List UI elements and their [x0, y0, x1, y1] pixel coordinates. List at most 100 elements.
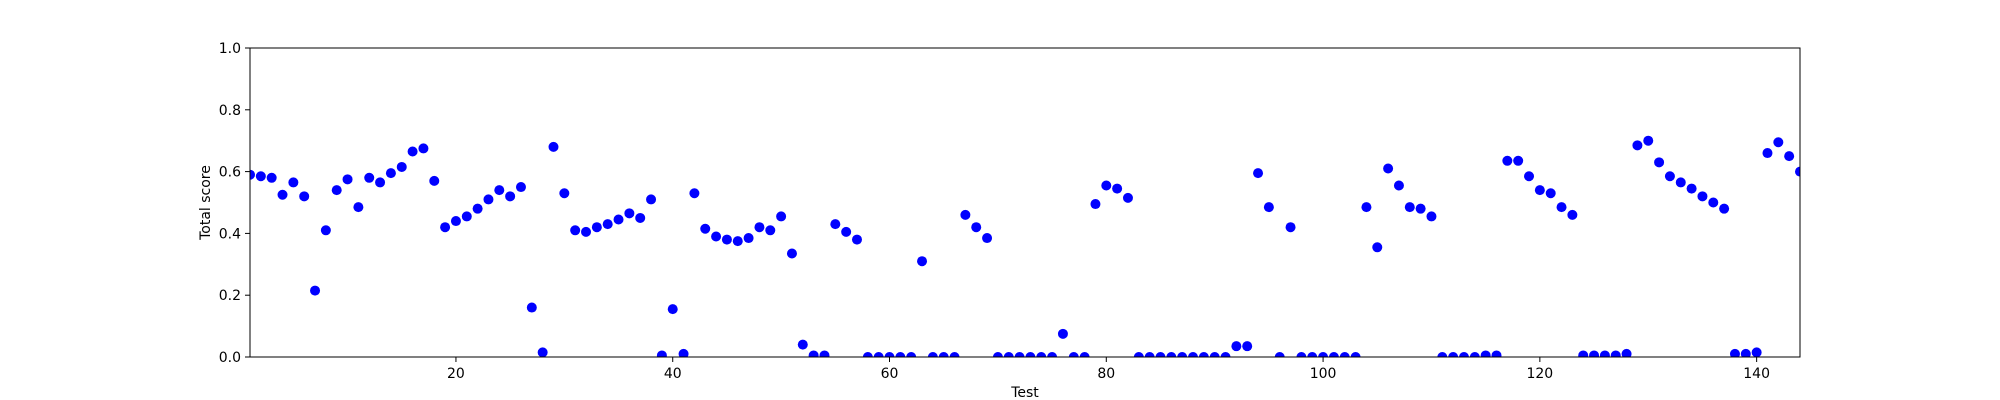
data-point	[732, 236, 743, 247]
data-point	[841, 226, 852, 237]
data-point	[1393, 180, 1404, 191]
x-tick-label: 120	[1526, 366, 1553, 382]
data-point	[418, 143, 429, 154]
data-point	[1524, 171, 1535, 182]
data-point	[797, 339, 808, 350]
data-point	[851, 234, 862, 245]
data-point	[1014, 352, 1025, 357]
data-point	[613, 214, 624, 225]
data-point	[288, 177, 299, 188]
data-point	[255, 171, 266, 182]
data-point	[494, 185, 505, 196]
data-point	[1242, 341, 1253, 352]
data-point	[917, 256, 928, 267]
data-point	[776, 211, 787, 222]
data-point	[1632, 140, 1643, 151]
data-point	[895, 352, 906, 357]
data-point	[429, 175, 440, 186]
data-point	[1437, 352, 1448, 357]
data-point	[689, 188, 700, 199]
data-point	[830, 219, 841, 230]
data-point	[1458, 352, 1469, 357]
data-point	[1274, 352, 1285, 357]
data-point	[873, 352, 884, 357]
data-point	[581, 226, 592, 237]
data-point	[1697, 191, 1708, 202]
data-point	[1578, 350, 1589, 357]
data-point	[250, 169, 255, 180]
y-tick-label: 1.0	[219, 41, 241, 57]
data-point	[1047, 352, 1058, 357]
data-point	[1133, 352, 1144, 357]
data-point	[1545, 188, 1556, 199]
data-points	[250, 135, 1800, 357]
data-point	[375, 177, 386, 188]
data-point	[1502, 155, 1513, 166]
data-point	[1318, 352, 1329, 357]
data-point	[526, 302, 537, 313]
data-point	[1621, 348, 1632, 357]
x-tick-label: 20	[447, 366, 465, 382]
data-point	[537, 347, 548, 357]
data-point	[320, 225, 331, 236]
data-point	[1328, 352, 1339, 357]
data-point	[1263, 202, 1274, 213]
data-point	[1090, 199, 1101, 210]
data-point	[440, 222, 451, 233]
data-point	[483, 194, 494, 205]
data-point	[786, 248, 797, 259]
data-point	[646, 194, 657, 205]
data-point	[1285, 222, 1296, 233]
data-point	[1253, 168, 1264, 179]
data-point	[1708, 197, 1719, 208]
y-tick-label: 0.2	[219, 288, 241, 304]
data-point	[1795, 166, 1800, 177]
data-point	[1729, 348, 1740, 357]
data-point	[1307, 352, 1318, 357]
data-point	[656, 350, 667, 357]
data-point	[949, 352, 960, 357]
y-tick-label: 0.0	[219, 350, 241, 366]
data-point	[808, 350, 819, 357]
data-point	[1188, 352, 1199, 357]
data-point	[960, 209, 971, 220]
y-axis-ticks: 0.0 0.2 0.4 0.6 0.8 1.0	[219, 41, 250, 366]
data-point	[1556, 202, 1567, 213]
data-point	[1675, 177, 1686, 188]
data-point	[635, 212, 646, 223]
data-point	[754, 222, 765, 233]
data-point	[331, 185, 342, 196]
data-point	[819, 350, 830, 357]
data-point	[1415, 203, 1426, 214]
data-point	[450, 216, 461, 227]
data-point	[1231, 341, 1242, 352]
data-point	[700, 223, 711, 234]
data-point	[1068, 352, 1079, 357]
data-point	[982, 233, 993, 244]
data-point	[938, 352, 949, 357]
data-point	[342, 174, 353, 185]
data-point	[353, 202, 364, 213]
data-point	[1220, 352, 1231, 357]
x-tick-label: 60	[881, 366, 899, 382]
x-tick-label: 80	[1097, 366, 1115, 382]
data-point	[1383, 163, 1394, 174]
data-point	[505, 191, 516, 202]
data-point	[1448, 352, 1459, 357]
data-point	[515, 182, 526, 193]
data-point	[310, 285, 321, 296]
data-point	[884, 352, 895, 357]
data-point	[1762, 148, 1773, 159]
data-point	[277, 189, 288, 200]
data-point	[1350, 352, 1361, 357]
data-point	[667, 304, 678, 315]
data-point	[906, 352, 917, 357]
data-point	[743, 233, 754, 244]
data-point	[1469, 352, 1480, 357]
data-point	[548, 141, 559, 152]
x-axis-label: Test	[1010, 385, 1039, 400]
data-point	[1740, 348, 1751, 357]
data-point	[971, 222, 982, 233]
data-point	[461, 211, 472, 222]
